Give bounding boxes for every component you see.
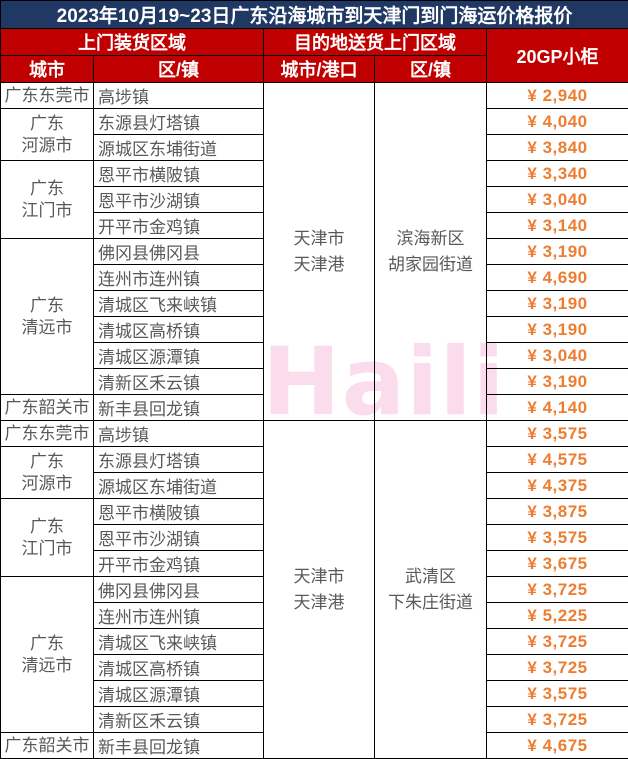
page-title: 2023年10月19~23日广东沿海城市到天津门到门海运价格报价 bbox=[1, 1, 628, 29]
district-cell: 清城区高桥镇 bbox=[94, 655, 264, 681]
district-cell: 恩平市横陂镇 bbox=[94, 499, 264, 525]
price-cell: ¥ 3,575 bbox=[487, 681, 628, 707]
price-cell: ¥ 3,040 bbox=[487, 343, 628, 369]
district-cell: 清城区源潭镇 bbox=[94, 681, 264, 707]
city-cell: 广东 江门市 bbox=[1, 499, 94, 577]
district-cell: 新丰县回龙镇 bbox=[94, 733, 264, 759]
district-cell: 清城区飞来峡镇 bbox=[94, 291, 264, 317]
price-cell: ¥ 3,140 bbox=[487, 213, 628, 239]
district-cell: 佛冈县佛冈县 bbox=[94, 239, 264, 265]
price-cell: ¥ 3,725 bbox=[487, 629, 628, 655]
district-cell: 东源县灯塔镇 bbox=[94, 447, 264, 473]
district-cell: 清新区禾云镇 bbox=[94, 369, 264, 395]
dest-district-cell: 滨海新区 胡家园街道 bbox=[375, 83, 487, 421]
price-cell: ¥ 4,575 bbox=[487, 447, 628, 473]
city-cell: 广东 河源市 bbox=[1, 447, 94, 499]
price-cell: ¥ 3,725 bbox=[487, 655, 628, 681]
price-cell: ¥ 3,190 bbox=[487, 369, 628, 395]
district-cell: 高埗镇 bbox=[94, 83, 264, 109]
price-cell: ¥ 4,040 bbox=[487, 109, 628, 135]
district-cell: 源城区东埔街道 bbox=[94, 473, 264, 499]
table-row: 广东东莞市 高埗镇 天津市 天津港 滨海新区 胡家园街道 ¥ 2,940 bbox=[1, 83, 628, 109]
district-cell: 清城区高桥镇 bbox=[94, 317, 264, 343]
price-cell: ¥ 3,675 bbox=[487, 551, 628, 577]
city-cell: 广东东莞市 bbox=[1, 421, 94, 447]
city-cell: 广东 清远市 bbox=[1, 239, 94, 395]
price-cell: ¥ 3,190 bbox=[487, 317, 628, 343]
price-cell: ¥ 4,675 bbox=[487, 733, 628, 759]
dest-district-cell: 武清区 下朱庄街道 bbox=[375, 421, 487, 759]
district-cell: 新丰县回龙镇 bbox=[94, 395, 264, 421]
table-row: 广东东莞市 高埗镇 天津市 天津港 武清区 下朱庄街道 ¥ 3,575 bbox=[1, 421, 628, 447]
price-cell: ¥ 3,725 bbox=[487, 707, 628, 733]
price-cell: ¥ 3,190 bbox=[487, 291, 628, 317]
district-cell: 连州市连州镇 bbox=[94, 265, 264, 291]
city-cell: 广东韶关市 bbox=[1, 733, 94, 759]
price-cell: ¥ 5,225 bbox=[487, 603, 628, 629]
price-cell: ¥ 3,340 bbox=[487, 161, 628, 187]
header-city: 城市 bbox=[1, 56, 94, 83]
district-cell: 东源县灯塔镇 bbox=[94, 109, 264, 135]
dest-city-cell: 天津市 天津港 bbox=[264, 421, 375, 759]
district-cell: 清城区源潭镇 bbox=[94, 343, 264, 369]
header-group-row: 上门装货区域 目的地送货上门区域 20GP小柜 bbox=[1, 29, 628, 56]
price-cell: ¥ 4,375 bbox=[487, 473, 628, 499]
district-cell: 恩平市横陂镇 bbox=[94, 161, 264, 187]
price-cell: ¥ 2,940 bbox=[487, 83, 628, 109]
city-cell: 广东 清远市 bbox=[1, 577, 94, 733]
district-cell: 恩平市沙湖镇 bbox=[94, 187, 264, 213]
header-delivery-group: 目的地送货上门区域 bbox=[264, 29, 487, 56]
price-cell: ¥ 4,140 bbox=[487, 395, 628, 421]
city-cell: 广东 河源市 bbox=[1, 109, 94, 161]
district-cell: 开平市金鸡镇 bbox=[94, 551, 264, 577]
price-cell: ¥ 3,575 bbox=[487, 421, 628, 447]
district-cell: 清新区禾云镇 bbox=[94, 707, 264, 733]
district-cell: 源城区东埔街道 bbox=[94, 135, 264, 161]
district-cell: 恩平市沙湖镇 bbox=[94, 525, 264, 551]
price-cell: ¥ 3,725 bbox=[487, 577, 628, 603]
city-cell: 广东 江门市 bbox=[1, 161, 94, 239]
header-dest-district: 区/镇 bbox=[375, 56, 487, 83]
table-title-row: 2023年10月19~23日广东沿海城市到天津门到门海运价格报价 bbox=[1, 1, 628, 29]
price-cell: ¥ 3,875 bbox=[487, 499, 628, 525]
district-cell: 开平市金鸡镇 bbox=[94, 213, 264, 239]
district-cell: 高埗镇 bbox=[94, 421, 264, 447]
header-pickup-group: 上门装货区域 bbox=[1, 29, 264, 56]
district-cell: 清城区飞来峡镇 bbox=[94, 629, 264, 655]
price-cell: ¥ 3,575 bbox=[487, 525, 628, 551]
district-cell: 佛冈县佛冈县 bbox=[94, 577, 264, 603]
dest-city-cell: 天津市 天津港 bbox=[264, 83, 375, 421]
district-cell: 连州市连州镇 bbox=[94, 603, 264, 629]
price-cell: ¥ 3,040 bbox=[487, 187, 628, 213]
city-cell: 广东韶关市 bbox=[1, 395, 94, 421]
price-cell: ¥ 4,690 bbox=[487, 265, 628, 291]
price-cell: ¥ 3,190 bbox=[487, 239, 628, 265]
price-cell: ¥ 3,840 bbox=[487, 135, 628, 161]
header-dest-city: 城市/港口 bbox=[264, 56, 375, 83]
city-cell: 广东东莞市 bbox=[1, 83, 94, 109]
header-container-type: 20GP小柜 bbox=[487, 29, 628, 83]
header-district: 区/镇 bbox=[94, 56, 264, 83]
